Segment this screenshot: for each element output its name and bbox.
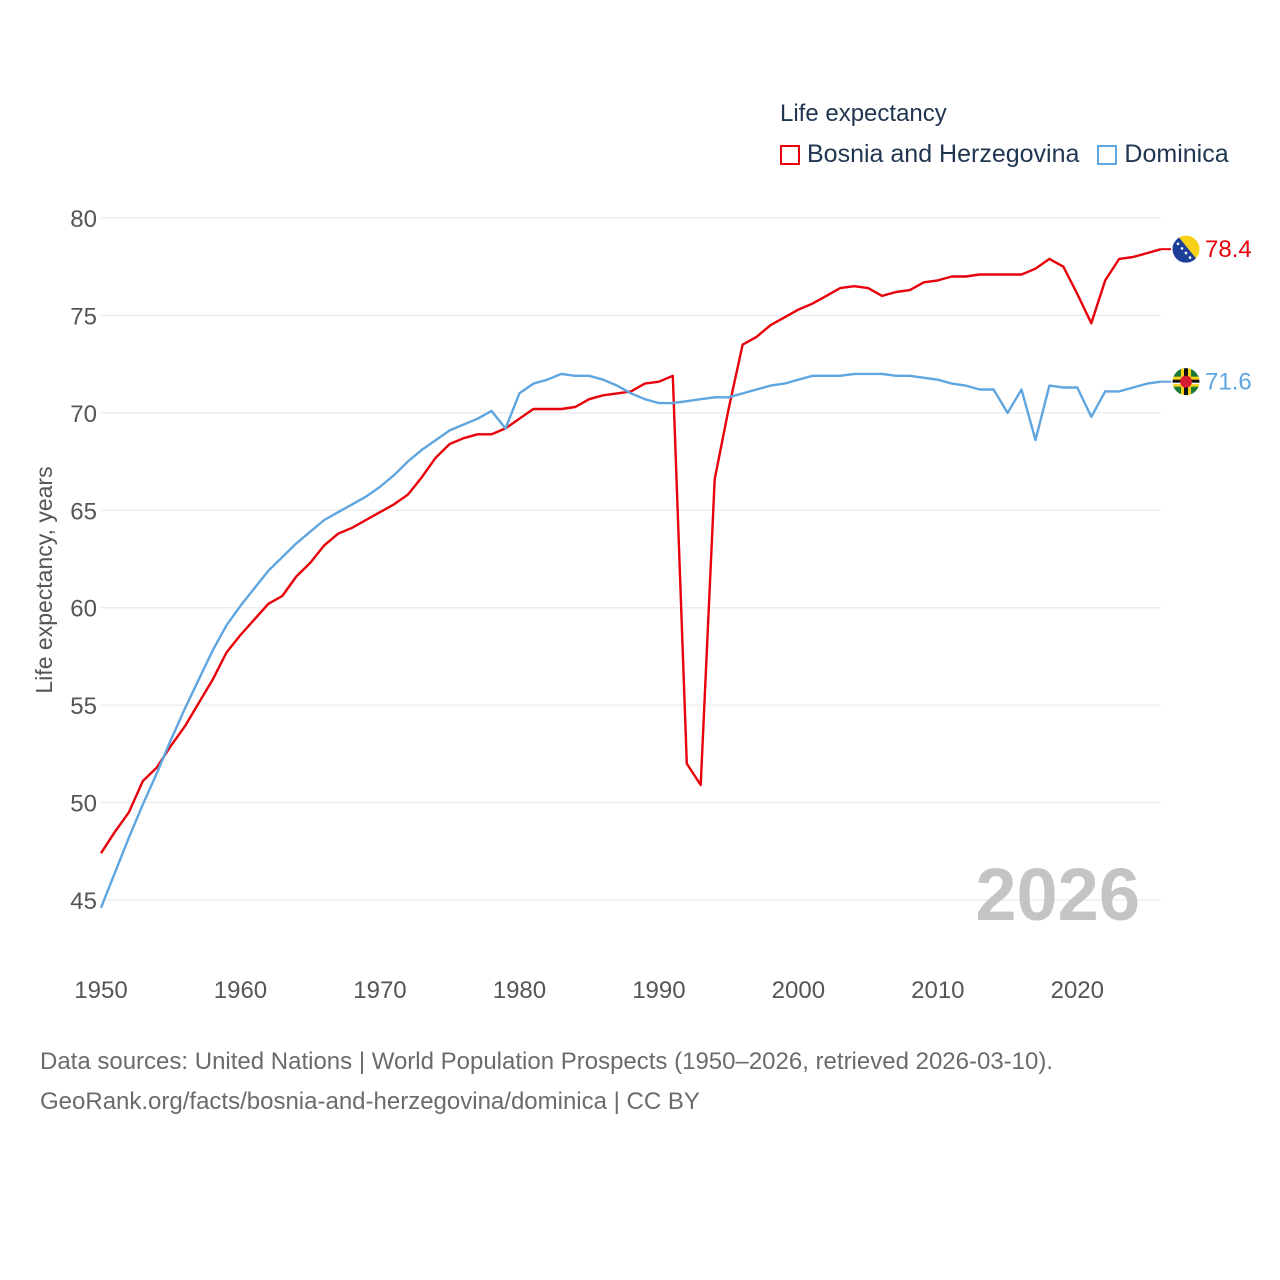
grid-lines [101, 217, 1161, 901]
x-tick-2010: 2010 [911, 977, 964, 1004]
y-axis-label: Life expectancy, years [31, 466, 57, 693]
legend-swatch-dominica [1097, 144, 1118, 165]
legend-swatch-bosnia [780, 144, 800, 165]
x-tick-1980: 1980 [493, 977, 546, 1004]
legend-item-dominica[interactable]: Dominica [1097, 140, 1229, 169]
y-tick-55: 55 [70, 693, 97, 720]
end-value-label-1: 71.6 [1205, 369, 1252, 396]
y-tick-80: 80 [70, 206, 97, 233]
x-tick-2020: 2020 [1051, 977, 1104, 1004]
series-line-0 [99, 248, 1162, 854]
x-tick-1970: 1970 [353, 977, 406, 1004]
series-lines [99, 248, 1162, 909]
end-value-label-0: 78.4 [1205, 236, 1252, 263]
dominica-flag-icon [1171, 367, 1201, 397]
x-tick-1950: 1950 [74, 977, 127, 1004]
legend-label-dominica: Dominica [1124, 140, 1229, 168]
series-line-1 [99, 372, 1162, 909]
legend: Bosnia and Herzegovina Dominica [780, 140, 1247, 169]
y-tick-60: 60 [70, 596, 97, 623]
source-note: Data sources: United Nations | World Pop… [40, 1042, 1053, 1122]
y-tick-65: 65 [70, 498, 97, 525]
y-tick-50: 50 [70, 791, 97, 818]
year-watermark: 2026 [975, 853, 1140, 936]
x-tick-labels: 1950 1960 1970 1980 1990 2000 2010 2020 [74, 977, 1104, 1004]
bosnia-and-herzegovina-flag-icon [1171, 234, 1201, 264]
source-line-2[interactable]: GeoRank.org/facts/bosnia-and-herzegovina… [40, 1088, 700, 1115]
y-tick-45: 45 [70, 888, 97, 915]
y-tick-75: 75 [70, 303, 97, 330]
legend-title: Life expectancy [780, 100, 947, 127]
y-tick-labels: 45 50 55 60 65 70 75 80 [70, 206, 97, 915]
legend-label-bosnia: Bosnia and Herzegovina [807, 140, 1080, 168]
source-line-1: Data sources: United Nations | World Pop… [40, 1048, 1054, 1075]
series-end-labels: 78.4 71.6 [1161, 234, 1252, 397]
x-tick-1990: 1990 [632, 977, 685, 1004]
x-tick-1960: 1960 [214, 977, 267, 1004]
x-tick-2000: 2000 [772, 977, 825, 1004]
legend-item-bosnia[interactable]: Bosnia and Herzegovina [780, 140, 1079, 169]
y-tick-70: 70 [70, 401, 97, 428]
